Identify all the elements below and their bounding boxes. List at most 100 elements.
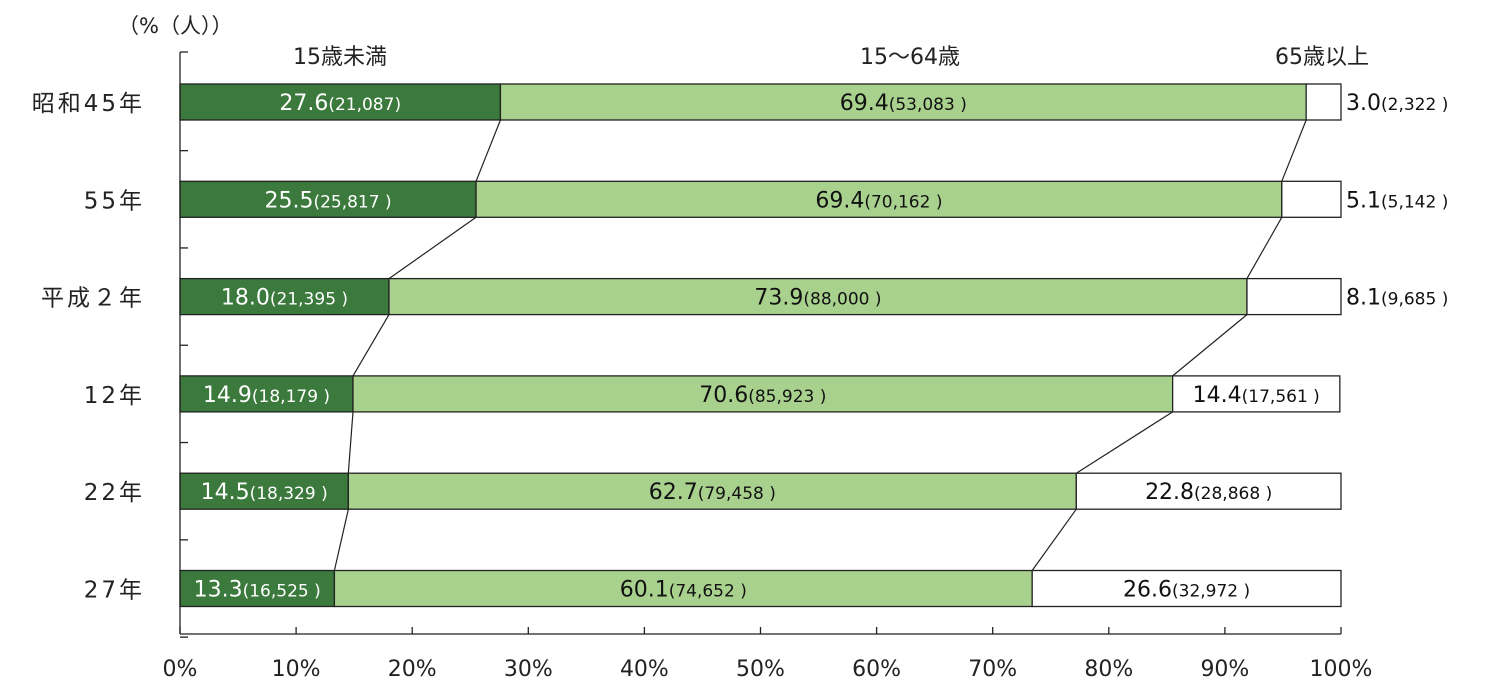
x-tick-labels: 0% 10% 20% 30% 40% 50% 60% 70% 80% 90% 100% (163, 657, 1373, 682)
data-label-value: 27.6 (279, 91, 328, 116)
unit-label: （%（人）） (118, 14, 232, 38)
data-label-count: (5,142 ) (1381, 192, 1448, 212)
data-label-count: (18,179 ) (252, 387, 330, 407)
legend-15-64: 15～64歳 (860, 45, 960, 70)
bar-65plus (1281, 180, 1342, 218)
data-label-count: (21,395 ) (270, 290, 348, 310)
x-tick-label: 40% (620, 657, 669, 682)
x-tick-label: 50% (736, 657, 785, 682)
x-tick-label: 70% (968, 657, 1017, 682)
data-label-value: 69.4 (840, 91, 889, 116)
data-label-value: 18.0 (221, 286, 270, 311)
bar-65plus (1075, 472, 1342, 510)
legend-65plus: 65歳以上 (1275, 45, 1369, 70)
data-label-under15: 14.9(18,179 ) (203, 383, 330, 408)
data-label-65plus: 8.1(9,685 ) (1346, 286, 1448, 311)
connector-line (1246, 217, 1283, 279)
category-label: 12年 (84, 383, 145, 409)
bars: 27.6(21,087) 69.4(53,083 ) 3.0(2,322 ) 25.5… (179, 83, 1448, 608)
x-tick-label: 100% (1310, 657, 1373, 682)
connector-line (333, 509, 349, 571)
category-label: 平成２年 (41, 286, 145, 312)
data-label-value: 62.7 (649, 480, 698, 505)
data-label-15-64: 70.6(85,923 ) (699, 383, 826, 408)
x-tick-label: 80% (1084, 657, 1133, 682)
data-label-15-64: 69.4(53,083 ) (840, 91, 967, 116)
x-tick-label: 20% (388, 657, 437, 682)
data-label-count: (88,000 ) (803, 290, 881, 310)
legend-under15: 15歳未満 (293, 45, 387, 70)
connector-line (352, 314, 390, 377)
bar-15-64 (499, 83, 1307, 121)
data-label-count: (17,561 ) (1242, 387, 1320, 407)
data-label-count: (18,329 ) (250, 484, 328, 504)
data-label-count: (70,162 ) (864, 192, 942, 212)
connector-line (347, 411, 354, 474)
data-label-under15: 18.0(21,395 ) (221, 286, 348, 311)
data-label-count: (16,525 ) (243, 582, 321, 602)
bar-15-64 (333, 569, 1033, 608)
data-label-65plus: 5.1(5,142 ) (1346, 188, 1448, 213)
category-label: 昭和45年 (32, 91, 145, 117)
data-label-value: 69.4 (815, 188, 864, 213)
data-label-value: 14.4 (1193, 383, 1242, 408)
bar-65plus (1031, 569, 1342, 608)
data-label-15-64: 60.1(74,652 ) (620, 578, 747, 603)
data-label-value: 8.1 (1346, 286, 1381, 311)
data-label-value: 3.0 (1346, 91, 1381, 116)
bar-under15 (179, 375, 354, 413)
data-label-65plus: 22.8(28,868 ) (1145, 480, 1272, 505)
data-label-value: 73.9 (754, 286, 803, 311)
data-label-value: 14.9 (203, 383, 252, 408)
bar-65plus (1246, 277, 1342, 316)
connector-lines (333, 119, 1307, 571)
data-label-15-64: 73.9(88,000 ) (754, 286, 881, 311)
data-label-count: (85,923 ) (748, 387, 826, 407)
data-label-under15: 25.5(25,817 ) (264, 188, 391, 213)
data-label-value: 25.5 (264, 188, 313, 213)
data-label-65plus: 26.6(32,972 ) (1123, 578, 1250, 603)
data-label-value: 22.8 (1145, 480, 1194, 505)
data-label-15-64: 69.4(70,162 ) (815, 188, 942, 213)
category-label: 27年 (84, 578, 145, 604)
data-label-count: (25,817 ) (313, 192, 391, 212)
bar-15-64 (347, 472, 1077, 510)
bar-15-64 (388, 277, 1248, 316)
bar-65plus (1305, 83, 1342, 121)
connector-line (1075, 411, 1173, 474)
data-label-count: (79,458 ) (698, 484, 776, 504)
data-label-value: 14.5 (201, 480, 250, 505)
bar-15-64 (352, 375, 1174, 413)
data-label-65plus: 3.0(2,322 ) (1346, 91, 1448, 116)
axes (179, 51, 1342, 638)
x-tick-label: 60% (852, 657, 901, 682)
connector-line (388, 216, 477, 280)
data-label-under15: 13.3(16,525 ) (194, 578, 321, 603)
data-label-count: (74,652 ) (669, 582, 747, 602)
data-label-value: 60.1 (620, 578, 669, 603)
category-label: 55年 (84, 188, 145, 214)
data-label-count: (28,868 ) (1194, 484, 1272, 504)
data-label-count: (2,322 ) (1381, 95, 1448, 115)
data-label-count: (21,087) (328, 95, 401, 115)
bar-under15 (179, 569, 336, 608)
x-tick-label: 0% (163, 657, 198, 682)
data-label-under15: 27.6(21,087) (279, 91, 401, 116)
x-tick-label: 30% (504, 657, 553, 682)
x-tick-label: 90% (1200, 657, 1249, 682)
bar-65plus (1172, 375, 1341, 413)
data-label-value: 70.6 (699, 383, 748, 408)
data-label-count: (32,972 ) (1172, 582, 1250, 602)
data-label-value: 26.6 (1123, 578, 1172, 603)
data-label-15-64: 62.7(79,458 ) (649, 480, 776, 505)
bar-15-64 (475, 180, 1283, 218)
data-label-65plus: 14.4(17,561 ) (1193, 383, 1320, 408)
x-tick-label: 10% (272, 657, 321, 682)
connector-line (475, 119, 501, 182)
category-label: 22年 (84, 480, 145, 506)
connector-line (1172, 314, 1248, 377)
data-label-count: (9,685 ) (1381, 290, 1448, 310)
data-label-value: 13.3 (194, 578, 243, 603)
